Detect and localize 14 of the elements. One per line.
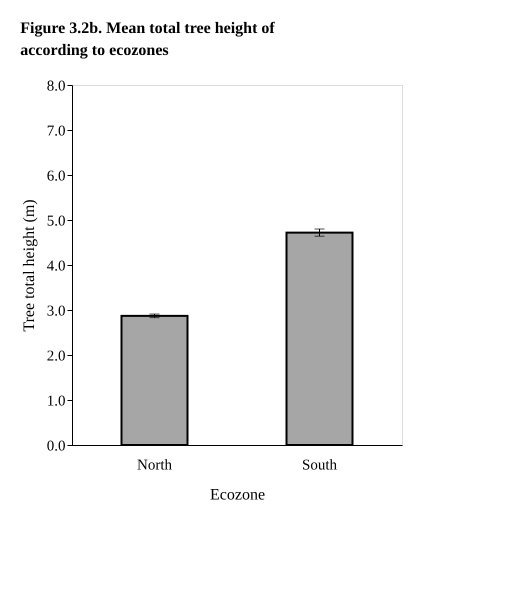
y-tick-label: 6.0 [46,168,66,184]
y-tick-label: 5.0 [46,214,66,230]
x-tick-label: South [302,458,338,474]
y-tick-label: 8.0 [46,78,66,94]
y-tick-label: 3.0 [46,304,66,320]
y-tick-label: 4.0 [46,258,66,274]
x-tick-label: North [137,458,172,474]
y-tick-label: 1.0 [46,394,66,410]
y-tick-label: 2.0 [46,348,66,364]
y-tick-label: 0.0 [46,438,66,454]
chart-title: Figure 3.2b. Mean total tree height of according to ecozones [20,20,276,59]
y-axis-title: Tree total height (m) [20,199,38,332]
x-axis-title: Ecozone [210,486,266,504]
y-tick-label: 7.0 [46,124,66,140]
